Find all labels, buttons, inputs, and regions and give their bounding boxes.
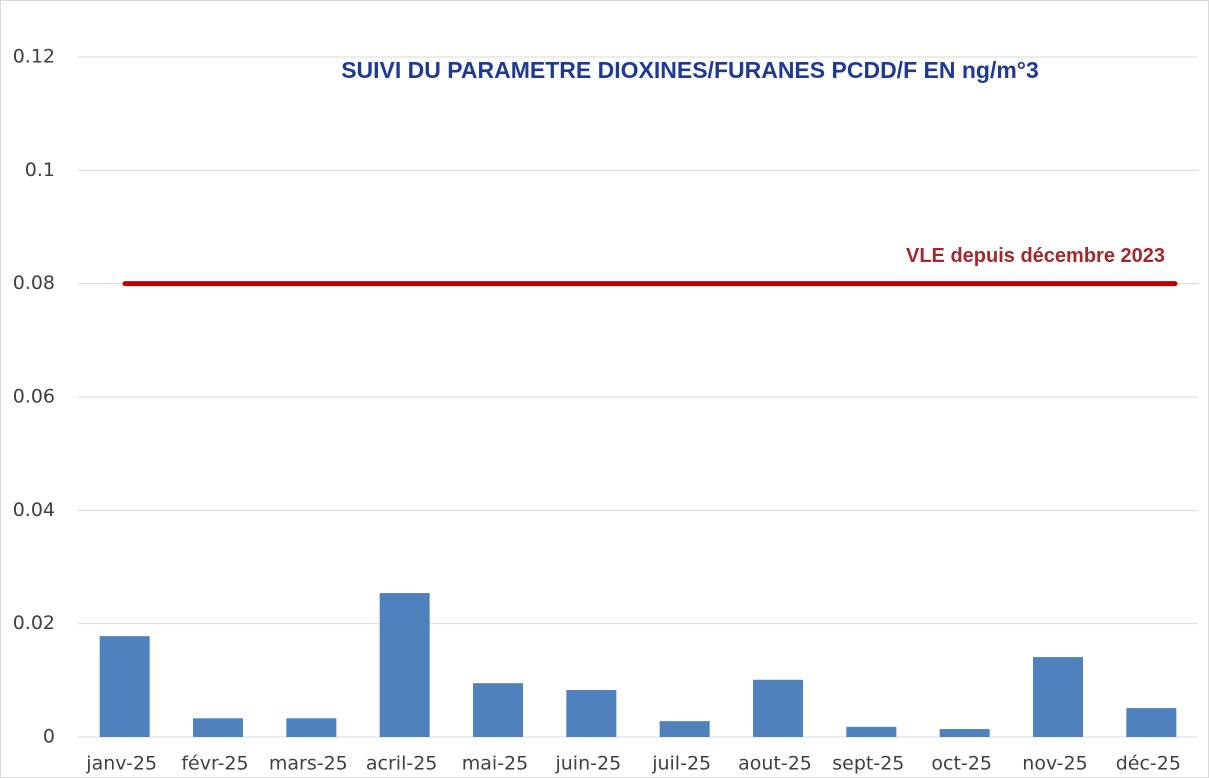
x-tick-label: juin-25 [554,753,621,775]
y-tick-label: 0.06 [13,386,55,408]
x-tick-label: mai-25 [462,753,528,775]
x-tick-label: févr-25 [181,753,248,775]
x-tick-label: mars-25 [269,753,348,775]
bar [286,718,337,737]
bar [193,718,243,737]
bar [753,679,803,737]
x-tick-label: juil-25 [651,753,711,775]
bar [566,689,617,737]
y-tick-label: 0 [43,726,55,748]
x-tick-label: nov-25 [1022,753,1087,775]
y-tick-label: 0.12 [13,46,55,68]
bar [659,721,710,737]
bar [473,683,523,737]
chart-title: SUIVI DU PARAMETRE DIOXINES/FURANES PCDD… [341,57,1039,83]
x-tick-label: déc-25 [1116,753,1181,775]
y-tick-label: 0.1 [25,159,55,181]
x-tick-label: oct-25 [931,753,992,775]
bar [846,726,897,737]
bar [99,636,150,737]
y-tick-label: 0.08 [13,272,55,294]
reference-label: VLE depuis décembre 2023 [906,245,1165,267]
bar [379,593,430,737]
y-tick-label: 0.02 [13,612,55,634]
x-tick-label: acril-25 [366,753,438,775]
bar [1033,657,1083,737]
x-tick-label: sept-25 [832,753,904,775]
x-tick-label: janv-25 [85,753,157,775]
y-tick-label: 0.04 [13,499,55,521]
x-tick-label: aout-25 [738,753,812,775]
bar [939,729,990,737]
bar [1126,708,1177,737]
